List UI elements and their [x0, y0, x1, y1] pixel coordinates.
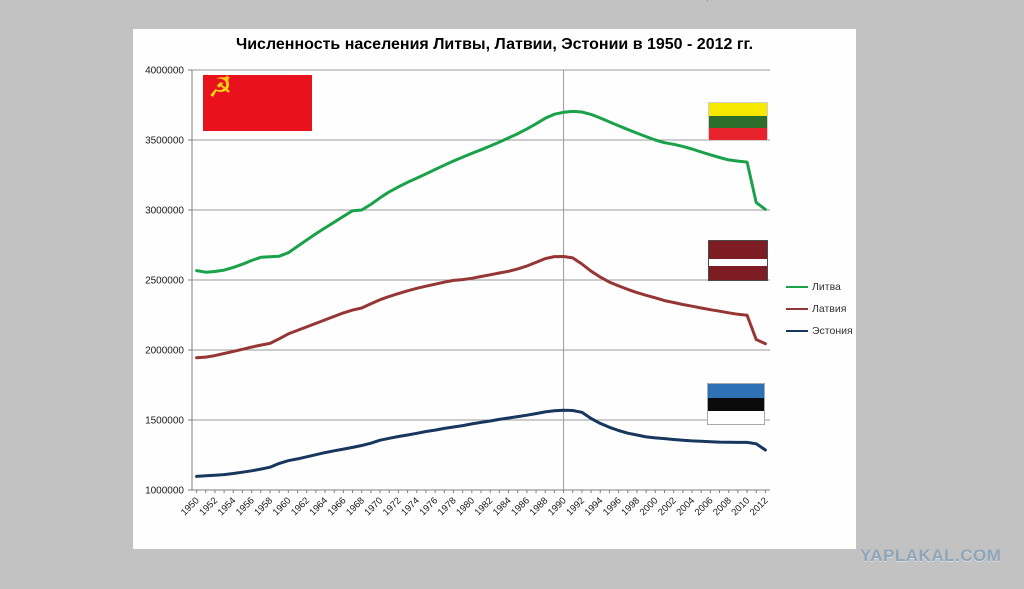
svg-text:2000: 2000 [638, 495, 661, 518]
svg-text:1982: 1982 [473, 495, 496, 518]
flag-lithuania-red-stripe [709, 127, 767, 140]
flag-latvia [708, 240, 768, 281]
flag-lithuania-green-stripe [709, 115, 767, 128]
chart-panel: Численность населения Литвы, Латвии, Эст… [133, 29, 856, 549]
svg-text:2500000: 2500000 [145, 276, 184, 287]
svg-text:1984: 1984 [491, 495, 514, 518]
svg-text:3500000: 3500000 [145, 136, 184, 147]
hammer-and-sickle-icon: ☭ [208, 73, 233, 104]
screenshot-artifact: ’ [706, 0, 709, 10]
svg-text:1992: 1992 [564, 495, 587, 518]
svg-text:2004: 2004 [674, 495, 697, 518]
chart-title: Численность населения Литвы, Латвии, Эст… [235, 36, 754, 53]
svg-text:1952: 1952 [197, 495, 220, 518]
svg-text:1956: 1956 [234, 495, 257, 518]
svg-text:1978: 1978 [436, 495, 459, 518]
svg-text:1954: 1954 [216, 495, 239, 518]
svg-text:1958: 1958 [252, 495, 275, 518]
legend-label: Литва [812, 281, 841, 293]
star-icon: ★ [223, 74, 232, 84]
svg-text:1976: 1976 [418, 495, 441, 518]
flag-estonia [707, 383, 765, 425]
svg-text:2012: 2012 [748, 495, 771, 518]
svg-text:1980: 1980 [454, 495, 477, 518]
svg-text:1972: 1972 [381, 495, 404, 518]
legend-item: Латвия [786, 298, 853, 320]
svg-text:1974: 1974 [399, 495, 422, 518]
svg-text:2000000: 2000000 [145, 346, 184, 357]
svg-text:1000000: 1000000 [145, 486, 184, 497]
legend-line-swatch [786, 308, 808, 310]
chart-legend: Литва Латвия Эстония [786, 276, 853, 342]
flag-latvia-white-stripe [709, 258, 767, 266]
svg-text:1964: 1964 [307, 495, 330, 518]
flag-ussr: ☭ ★ [203, 73, 312, 131]
svg-text:2002: 2002 [656, 495, 679, 518]
svg-text:1966: 1966 [326, 495, 349, 518]
svg-text:1986: 1986 [509, 495, 532, 518]
legend-item: Литва [786, 276, 853, 298]
flag-lithuania-yellow-stripe [709, 103, 767, 116]
svg-text:1990: 1990 [546, 495, 569, 518]
svg-text:1994: 1994 [583, 495, 606, 518]
svg-text:1962: 1962 [289, 495, 312, 518]
svg-text:1960: 1960 [271, 495, 294, 518]
watermark: YAPLAKAL.COM [860, 546, 1002, 565]
legend-label: Латвия [812, 303, 847, 315]
legend-line-swatch [786, 330, 808, 332]
svg-text:1998: 1998 [619, 495, 642, 518]
legend-item: Эстония [786, 320, 853, 342]
svg-text:2010: 2010 [729, 495, 752, 518]
line-chart-plot: 1000000 1500000 2000000 2500000 3000000 35000… [145, 66, 771, 519]
flag-estonia-white-stripe [708, 410, 764, 424]
flag-lithuania [708, 102, 768, 141]
svg-text:2006: 2006 [693, 495, 716, 518]
svg-text:1950: 1950 [179, 495, 202, 518]
svg-text:1500000: 1500000 [145, 416, 184, 427]
svg-text:3000000: 3000000 [145, 206, 184, 217]
svg-text:1988: 1988 [528, 495, 551, 518]
svg-text:4000000: 4000000 [145, 66, 184, 77]
legend-label: Эстония [812, 325, 853, 337]
svg-text:2008: 2008 [711, 495, 734, 518]
svg-text:1970: 1970 [362, 495, 385, 518]
flag-estonia-black-stripe [708, 397, 764, 411]
svg-text:1996: 1996 [601, 495, 624, 518]
svg-text:1968: 1968 [344, 495, 367, 518]
legend-line-swatch [786, 286, 808, 288]
flag-estonia-blue-stripe [708, 384, 764, 398]
